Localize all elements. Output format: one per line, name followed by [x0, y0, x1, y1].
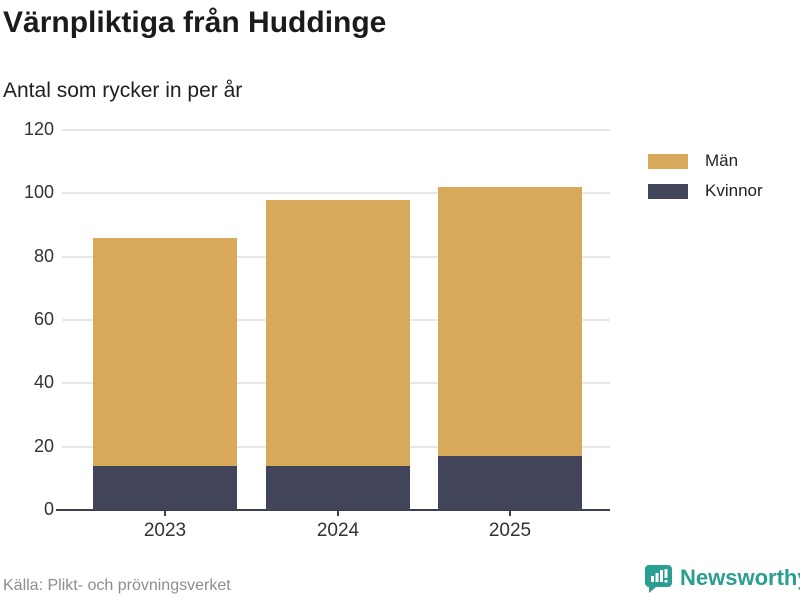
legend-swatch-män [648, 153, 688, 169]
legend-item-kvinnor: Kvinnor [648, 181, 763, 201]
x-axis-tick [509, 510, 511, 516]
y-axis-tick-label: 80 [33, 245, 54, 266]
x-axis-tick-label: 2024 [316, 520, 360, 541]
y-axis-tick-label: 20 [33, 435, 54, 456]
x-axis-tick [164, 510, 166, 516]
bar-segment-kvinnor-2023 [93, 465, 237, 510]
x-axis-tick-label: 2025 [488, 520, 532, 541]
bar-segment-män-2025 [438, 187, 582, 457]
brand-name: Newsworthy [680, 565, 800, 590]
legend-item-män: Män [648, 151, 763, 171]
chart-subtitle: Antal som rycker in per år [3, 79, 243, 102]
x-axis-tick-label: 2023 [143, 520, 187, 541]
newsworthy-icon [644, 563, 673, 593]
y-axis-tick-label: 40 [33, 372, 54, 393]
source-note: Källa: Plikt- och prövningsverket [3, 577, 231, 594]
gridline [62, 192, 610, 195]
chart-title: Värnpliktiga från Huddinge [3, 6, 387, 39]
y-axis-tick-label: 100 [23, 182, 54, 203]
y-axis-tick-label: 0 [43, 499, 54, 519]
x-axis-line [56, 509, 610, 511]
bar-segment-kvinnor-2024 [266, 465, 410, 510]
bar-segment-män-2024 [266, 199, 410, 466]
x-axis-tick [337, 510, 339, 516]
y-axis-tick-label: 60 [33, 309, 54, 329]
bar-segment-kvinnor-2025 [438, 456, 582, 510]
legend-label: Kvinnor [705, 181, 763, 200]
legend-swatch-kvinnor [648, 183, 688, 199]
brand-logo: Newsworthy [644, 563, 800, 593]
y-axis-tick-label: 120 [23, 119, 54, 139]
legend-label: Män [705, 151, 739, 170]
gridline [62, 129, 610, 131]
legend: Män Kvinnor [648, 151, 763, 211]
bar-segment-män-2023 [93, 237, 237, 466]
